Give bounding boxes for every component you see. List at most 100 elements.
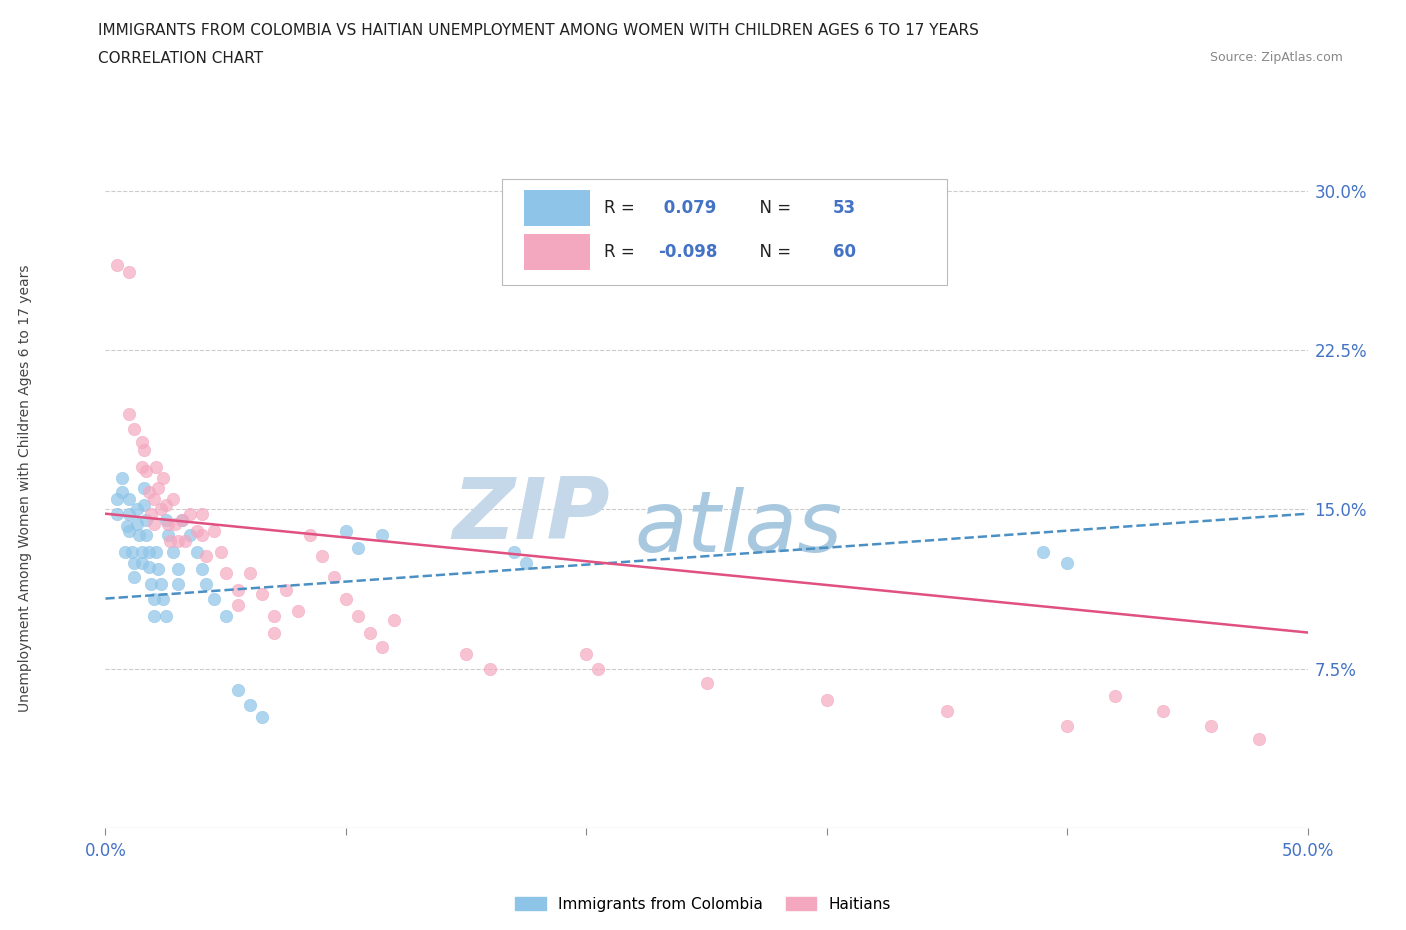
Text: 53: 53	[832, 199, 856, 217]
Point	[575, 646, 598, 661]
Point	[179, 527, 201, 542]
Point	[115, 519, 138, 534]
Point	[142, 608, 165, 623]
Point	[156, 527, 179, 542]
Point	[139, 506, 162, 521]
Point	[190, 562, 212, 577]
Point	[107, 258, 129, 272]
Point	[1104, 689, 1126, 704]
Point	[124, 555, 146, 570]
Point	[298, 527, 321, 542]
Point	[250, 710, 273, 724]
Point	[148, 481, 170, 496]
Point	[125, 502, 148, 517]
Bar	[524, 191, 591, 225]
Point	[128, 527, 150, 542]
Point	[335, 524, 357, 538]
Point	[239, 698, 262, 712]
Point	[1249, 731, 1271, 746]
Point	[1056, 555, 1078, 570]
Point	[190, 527, 212, 542]
Point	[135, 464, 157, 479]
Point	[454, 646, 477, 661]
Point	[1056, 718, 1078, 733]
Text: Unemployment Among Women with Children Ages 6 to 17 years: Unemployment Among Women with Children A…	[18, 264, 32, 712]
Text: N =: N =	[748, 199, 796, 217]
Point	[152, 471, 174, 485]
Point	[190, 506, 212, 521]
Legend: Immigrants from Colombia, Haitians: Immigrants from Colombia, Haitians	[509, 890, 897, 918]
Text: N =: N =	[748, 243, 796, 261]
Point	[155, 608, 177, 623]
Point	[107, 506, 129, 521]
Point	[347, 608, 370, 623]
Point	[118, 524, 141, 538]
Point	[172, 512, 194, 527]
Point	[359, 625, 381, 640]
Point	[1152, 704, 1174, 719]
Text: 60: 60	[832, 243, 856, 261]
Point	[209, 544, 232, 559]
Point	[173, 534, 195, 549]
Point	[311, 549, 333, 564]
Point	[179, 506, 201, 521]
Point	[214, 608, 236, 623]
Point	[135, 527, 157, 542]
Point	[226, 597, 249, 612]
Point	[165, 517, 187, 532]
Point	[322, 570, 344, 585]
Point	[263, 625, 285, 640]
Text: R =: R =	[605, 243, 640, 261]
Point	[371, 527, 394, 542]
Point	[162, 544, 184, 559]
Point	[1032, 544, 1054, 559]
Point	[195, 577, 218, 591]
Point	[214, 565, 236, 580]
Point	[131, 544, 153, 559]
FancyBboxPatch shape	[502, 179, 948, 285]
Point	[588, 661, 610, 676]
Point	[121, 544, 143, 559]
Point	[815, 693, 838, 708]
Text: ZIP: ZIP	[453, 474, 610, 557]
Point	[142, 591, 165, 606]
Point	[149, 577, 172, 591]
Point	[287, 604, 309, 618]
Point	[145, 544, 167, 559]
Point	[118, 491, 141, 506]
Point	[118, 406, 141, 421]
Text: atlas: atlas	[634, 487, 842, 570]
Text: 0.079: 0.079	[658, 199, 717, 217]
Point	[155, 498, 177, 512]
Point	[515, 555, 537, 570]
Point	[138, 559, 160, 574]
Point	[124, 421, 146, 436]
Point	[131, 555, 153, 570]
Point	[142, 491, 165, 506]
Point	[159, 534, 181, 549]
Point	[166, 577, 188, 591]
Point	[226, 683, 249, 698]
Point	[131, 434, 153, 449]
Point	[132, 498, 155, 512]
Point	[335, 591, 357, 606]
Point	[936, 704, 959, 719]
Point	[274, 582, 297, 598]
Point	[162, 491, 184, 506]
Point	[145, 459, 167, 474]
Point	[114, 544, 136, 559]
Point	[155, 512, 177, 527]
Point	[479, 661, 502, 676]
Point	[263, 608, 285, 623]
Point	[142, 517, 165, 532]
Text: R =: R =	[605, 199, 640, 217]
Text: CORRELATION CHART: CORRELATION CHART	[98, 51, 263, 66]
Point	[166, 534, 188, 549]
Point	[239, 565, 262, 580]
Point	[347, 540, 370, 555]
Point	[195, 549, 218, 564]
Point	[382, 612, 405, 627]
Point	[118, 506, 141, 521]
Text: -0.098: -0.098	[658, 243, 718, 261]
Point	[172, 512, 194, 527]
